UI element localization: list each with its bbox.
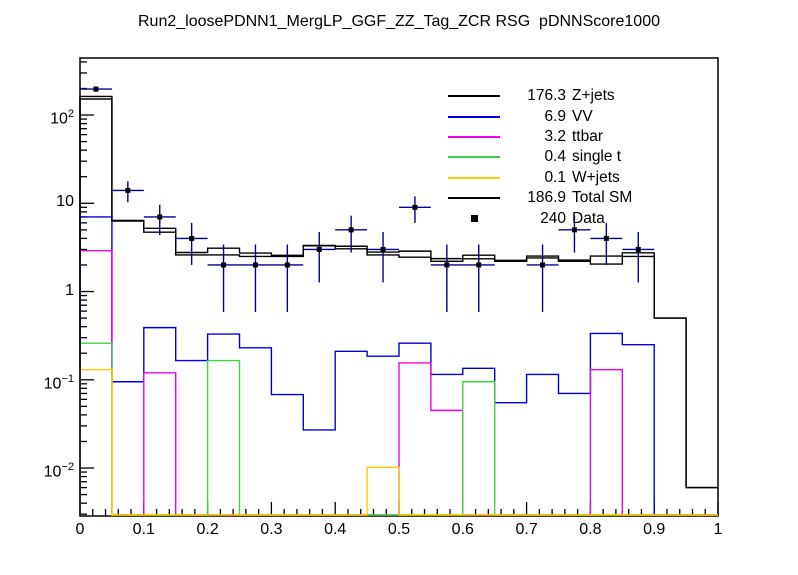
- data-marker: [412, 204, 418, 210]
- legend-label: W+jets: [572, 168, 620, 186]
- y-axis-ticks: [80, 61, 94, 515]
- series-ttbar-histogram: [79, 250, 718, 516]
- legend-entry-data: 240 Data: [448, 208, 632, 228]
- legend-line-icon: [448, 197, 500, 200]
- y-tick-label: 102: [50, 108, 74, 128]
- series-vv-histogram: [79, 216, 718, 516]
- data-marker: [540, 262, 546, 268]
- legend-label: ttbar: [572, 127, 604, 145]
- legend-label: Z+jets: [572, 87, 615, 105]
- x-tick-label: 0.3: [260, 521, 283, 538]
- x-tick-label: 0.2: [196, 521, 219, 538]
- legend-line-icon: [448, 176, 500, 179]
- data-marker: [444, 262, 450, 268]
- legend: 176.3 Z+jets 6.9 VV 3.2 ttbar 0.4 single…: [448, 86, 632, 229]
- data-marker: [635, 246, 641, 252]
- legend-yield: 240: [540, 209, 566, 227]
- legend-line-icon: [448, 95, 500, 98]
- data-marker: [284, 262, 290, 268]
- data-marker: [252, 262, 258, 268]
- data-marker: [93, 86, 99, 92]
- data-marker: [348, 227, 354, 233]
- legend-line-icon: [448, 135, 500, 138]
- x-tick-label: 0.8: [579, 521, 602, 538]
- legend-entry-ttbar: 3.2 ttbar: [448, 127, 632, 147]
- legend-yield: 186.9: [527, 189, 566, 207]
- legend-line-icon: [448, 156, 500, 159]
- data-marker: [221, 262, 227, 268]
- data-marker: [380, 246, 386, 252]
- x-tick-label: 0.6: [451, 521, 474, 538]
- x-tick-label: 0: [75, 521, 85, 538]
- data-marker: [189, 235, 195, 241]
- y-tick-label: 1: [65, 281, 74, 299]
- legend-yield: 0.4: [544, 148, 566, 166]
- data-marker: [603, 235, 609, 241]
- legend-entry-wjets: 0.1 W+jets: [448, 168, 632, 188]
- data-marker: [571, 227, 577, 233]
- series-wjets-histogram: [79, 369, 718, 516]
- x-tick-label: 0.4: [324, 521, 347, 538]
- data-marker: [157, 214, 163, 220]
- data-points: [80, 86, 655, 313]
- legend-entry-singlet: 0.4 single t: [448, 147, 632, 167]
- legend-entry-vv: 6.9 VV: [448, 106, 632, 126]
- y-tick-label: 10−2: [43, 461, 74, 481]
- legend-line-icon: [448, 115, 500, 118]
- x-tick-label: 1: [713, 521, 723, 538]
- legend-label: single t: [572, 148, 622, 166]
- series-totalsm-histogram: [79, 95, 718, 515]
- legend-entry-totalsm: 186.9 Total SM: [448, 188, 632, 208]
- legend-label: Data: [572, 209, 605, 227]
- legend-entry-zjets: 176.3 Z+jets: [448, 86, 632, 106]
- legend-label: Total SM: [572, 189, 633, 207]
- x-tick-label: 0.5: [387, 521, 411, 538]
- legend-marker-icon: [448, 215, 500, 223]
- data-marker: [476, 262, 482, 268]
- data-marker: [316, 246, 322, 252]
- legend-yield: 176.3: [527, 87, 566, 105]
- x-tick-label: 0.9: [643, 521, 666, 538]
- x-tick-label: 0.1: [132, 521, 155, 538]
- legend-yield: 0.1: [544, 168, 566, 186]
- y-tick-label: 10−1: [43, 372, 74, 393]
- legend-yield: 3.2: [544, 127, 566, 145]
- x-tick-label: 0.7: [515, 521, 538, 538]
- legend-yield: 6.9: [544, 107, 566, 125]
- data-marker: [125, 187, 131, 193]
- legend-label: VV: [572, 107, 593, 125]
- y-tick-label: 10: [56, 193, 74, 211]
- plot-title: Run2_loosePDNN1_MergLP_GGF_ZZ_Tag_ZCR RS…: [138, 13, 660, 30]
